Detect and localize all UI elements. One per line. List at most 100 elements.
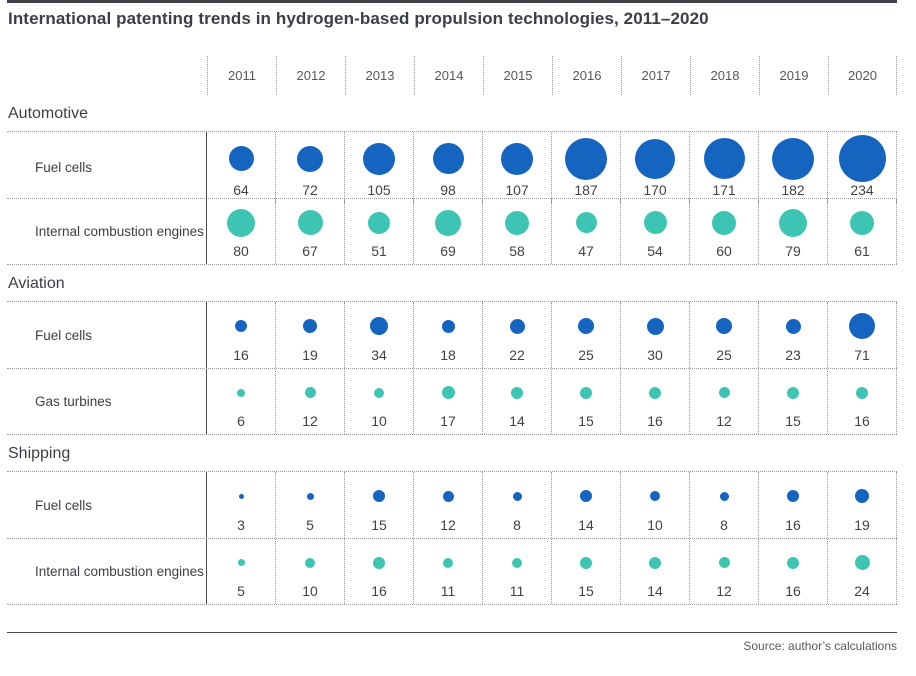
bubble-cell: 80 (207, 199, 276, 264)
data-value-label: 8 (513, 517, 521, 533)
bubble-wrap (787, 539, 799, 583)
data-value-label: 16 (233, 347, 249, 363)
bubble-cell: 6 (207, 369, 276, 434)
bubble-wrap (443, 539, 453, 583)
data-value-label: 3 (237, 517, 245, 533)
data-bubble (643, 211, 667, 234)
bubble-cell: 30 (621, 302, 690, 368)
data-value-label: 47 (578, 243, 594, 259)
row-label: Fuel cells (7, 132, 207, 203)
data-value-label: 15 (578, 583, 594, 599)
data-bubble (374, 387, 384, 398)
bubble-wrap (441, 369, 455, 413)
bubble-wrap (712, 199, 736, 243)
footer-rule (7, 632, 897, 633)
bubble-wrap (787, 472, 799, 517)
data-bubble (373, 490, 385, 502)
bubble-wrap (509, 302, 525, 347)
bubble-wrap (779, 199, 807, 243)
bubble-row: Internal combustion engines 80 67 51 69 58 47 5… (7, 198, 897, 265)
bubble-cell: 98 (414, 132, 483, 203)
bubble-cell: 182 (759, 132, 828, 203)
bubble-cell: 15 (552, 369, 621, 434)
data-bubble (635, 138, 675, 179)
data-bubble (838, 135, 886, 182)
data-value-label: 71 (854, 347, 870, 363)
bubble-wrap (442, 472, 454, 517)
bubble-wrap (785, 302, 801, 347)
row-label: Internal combustion engines (7, 539, 207, 604)
bubble-wrap (238, 472, 244, 517)
data-bubble (442, 490, 454, 502)
bubble-wrap (772, 132, 814, 182)
bubble-wrap (235, 302, 247, 347)
data-value-label: 8 (720, 517, 728, 533)
bubble-cell: 170 (621, 132, 690, 203)
bubble-cell: 107 (483, 132, 552, 203)
bubble-cell: 60 (690, 199, 759, 264)
bubble-cell: 10 (276, 539, 345, 604)
year-label: 2012 (276, 56, 345, 95)
data-value-label: 11 (440, 583, 456, 599)
data-value-label: 10 (647, 517, 663, 533)
data-bubble (237, 388, 245, 397)
bubble-wrap (363, 132, 395, 182)
bubble-wrap (580, 472, 592, 517)
row-label: Internal combustion engines (7, 199, 207, 264)
data-bubble (716, 318, 732, 334)
data-value-label: 61 (854, 243, 870, 259)
data-value-label: 98 (440, 182, 456, 198)
data-value-label: 72 (302, 182, 318, 198)
bubble-cell: 71 (828, 302, 897, 368)
bubble-wrap (304, 369, 316, 413)
bubble-cell: 12 (414, 472, 483, 538)
data-value-label: 170 (643, 182, 667, 198)
bubble-cell: 54 (621, 199, 690, 264)
bubble-cell: 19 (828, 472, 897, 538)
data-value-label: 30 (647, 347, 663, 363)
data-value-label: 25 (716, 347, 732, 363)
bubble-cell: 12 (276, 369, 345, 434)
year-label: 2011 (207, 56, 276, 95)
data-value-label: 67 (302, 243, 318, 259)
data-value-label: 15 (578, 413, 594, 429)
data-bubble (856, 386, 868, 399)
bubble-wrap (580, 539, 592, 583)
bubble-wrap (373, 472, 385, 517)
bubble-wrap (227, 199, 255, 243)
data-value-label: 5 (306, 517, 314, 533)
bubble-wrap (306, 472, 314, 517)
bubble-cell: 3 (207, 472, 276, 538)
bubble-cell: 15 (552, 539, 621, 604)
year-label: 2015 (483, 56, 552, 95)
data-value-label: 6 (237, 413, 245, 429)
data-bubble (787, 386, 799, 399)
data-value-label: 51 (371, 243, 387, 259)
bubble-wrap (228, 132, 254, 182)
bubble-wrap (578, 302, 594, 347)
bubble-wrap (373, 539, 385, 583)
bubble-wrap (649, 369, 661, 413)
data-value-label: 19 (302, 347, 318, 363)
bubble-wrap (850, 199, 874, 243)
bubble-wrap (565, 132, 607, 182)
bubble-cell: 51 (345, 199, 414, 264)
data-bubble (849, 313, 875, 339)
bubble-cell: 23 (759, 302, 828, 368)
data-bubble (297, 145, 323, 172)
data-bubble (565, 137, 607, 180)
bubble-cell: 17 (414, 369, 483, 434)
data-bubble (512, 557, 522, 568)
bubble-cell: 34 (345, 302, 414, 368)
bubble-cell: 15 (345, 472, 414, 538)
data-bubble (441, 319, 455, 333)
bubble-wrap (297, 132, 323, 182)
data-value-label: 107 (505, 182, 529, 198)
data-value-label: 5 (237, 583, 245, 599)
bubble-wrap (650, 472, 660, 517)
data-bubble (237, 559, 245, 566)
data-value-label: 16 (785, 583, 801, 599)
data-value-label: 171 (712, 182, 736, 198)
bubble-wrap (370, 302, 388, 347)
data-value-label: 12 (440, 517, 456, 533)
